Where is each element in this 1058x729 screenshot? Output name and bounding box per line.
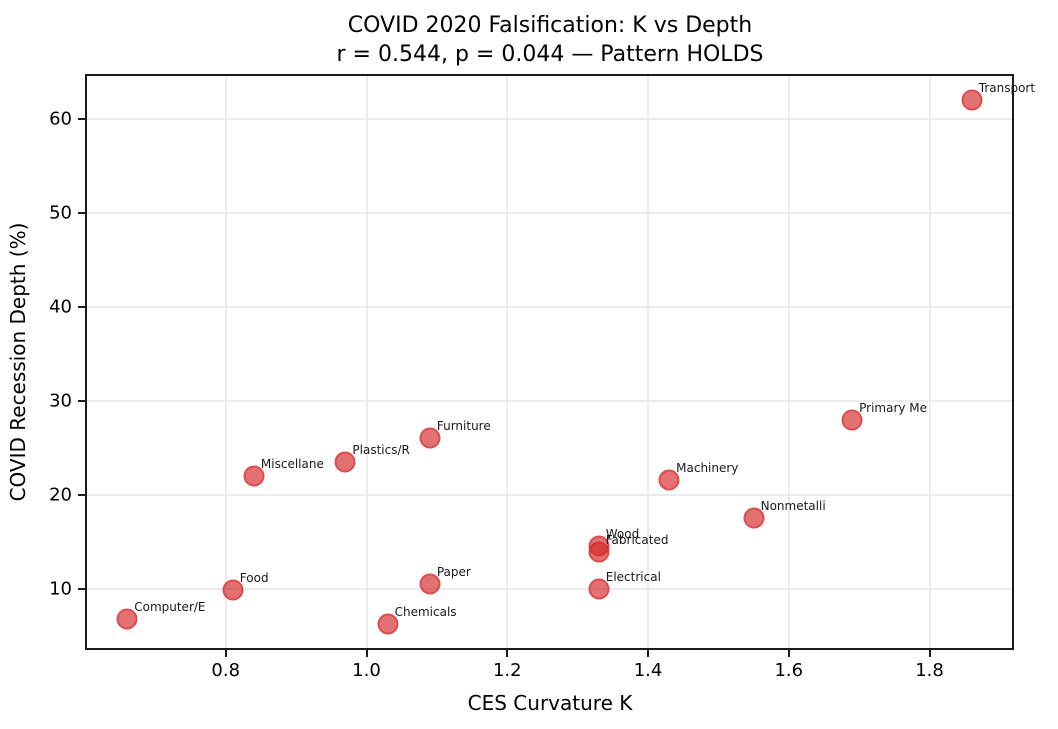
x-tick-mark [928, 650, 931, 657]
point-label-plastics-r: Plastics/R [352, 443, 410, 458]
point-label-furniture: Furniture [436, 418, 491, 433]
x-tick-label: 1.0 [352, 660, 381, 681]
x-gridline [365, 74, 368, 650]
x-tick-mark [224, 650, 227, 657]
point-label-transport: Transport [978, 81, 1036, 96]
point-label-chemicals: Chemicals [394, 604, 457, 619]
y-tick-label: 20 [49, 484, 72, 506]
x-tick-mark [647, 650, 650, 657]
y-gridline [85, 587, 1014, 590]
scatter-point-furniture [419, 427, 441, 449]
y-tick-mark [78, 212, 85, 215]
x-tick-label: 1.8 [915, 660, 944, 681]
x-gridline [647, 74, 650, 650]
point-label-wood: Wood [605, 526, 640, 541]
scatter-point-computer-e [116, 608, 138, 630]
point-label-computer-e: Computer/E [134, 599, 206, 614]
y-tick-label: 60 [49, 108, 72, 130]
y-gridline [85, 118, 1014, 121]
point-label-primary-me: Primary Me [859, 400, 928, 415]
chart-title: COVID 2020 Falsification: K vs Depth [347, 13, 753, 38]
point-label-paper: Paper [436, 565, 471, 580]
scatter-point-transport [961, 89, 983, 111]
y-tick-label: 10 [49, 578, 72, 600]
y-tick-mark [78, 587, 85, 590]
y-tick-mark [78, 118, 85, 121]
x-tick-mark [787, 650, 790, 657]
scatter-point-chemicals [377, 613, 399, 635]
point-label-machinery: Machinery [676, 460, 739, 475]
point-label-nonmetalli: Nonmetalli [760, 499, 826, 514]
y-gridline [85, 399, 1014, 402]
scatter-point-plastics-r [334, 451, 356, 473]
scatter-point-electrical [588, 578, 610, 600]
scatter-point-paper [419, 573, 441, 595]
x-tick-mark [365, 650, 368, 657]
y-tick-mark [78, 306, 85, 309]
y-axis-label: COVID Recession Depth (%) [6, 222, 30, 502]
x-tick-mark [506, 650, 509, 657]
scatter-point-fabricated [588, 541, 610, 563]
scatter-point-machinery [658, 469, 680, 491]
y-tick-label: 30 [49, 390, 72, 412]
point-label-miscellane: Miscellane [260, 457, 324, 472]
x-tick-label: 1.4 [633, 660, 663, 681]
x-gridline [224, 74, 227, 650]
scatter-point-primary-me [841, 409, 863, 431]
x-gridline [928, 74, 931, 650]
y-tick-label: 50 [49, 202, 72, 224]
scatter-point-food [222, 579, 244, 601]
y-tick-label: 40 [49, 296, 72, 318]
x-tick-label: 1.2 [492, 660, 522, 681]
scatter-point-nonmetalli [743, 507, 765, 529]
y-tick-mark [78, 493, 85, 496]
point-label-electrical: Electrical [605, 569, 661, 584]
x-tick-label: 1.6 [774, 660, 804, 681]
y-gridline [85, 493, 1014, 496]
x-axis-label: CES Curvature K [467, 691, 633, 715]
scatter-point-miscellane [243, 465, 265, 487]
x-tick-label: 0.8 [211, 660, 241, 681]
y-gridline [85, 212, 1014, 215]
y-tick-mark [78, 399, 85, 402]
x-gridline [787, 74, 790, 650]
point-label-fabricated: Fabricated [605, 533, 669, 548]
point-label-food: Food [239, 570, 269, 585]
chart-subtitle: r = 0.544, p = 0.044 — Pattern HOLDS [336, 42, 764, 67]
y-gridline [85, 306, 1014, 309]
x-gridline [506, 74, 509, 650]
